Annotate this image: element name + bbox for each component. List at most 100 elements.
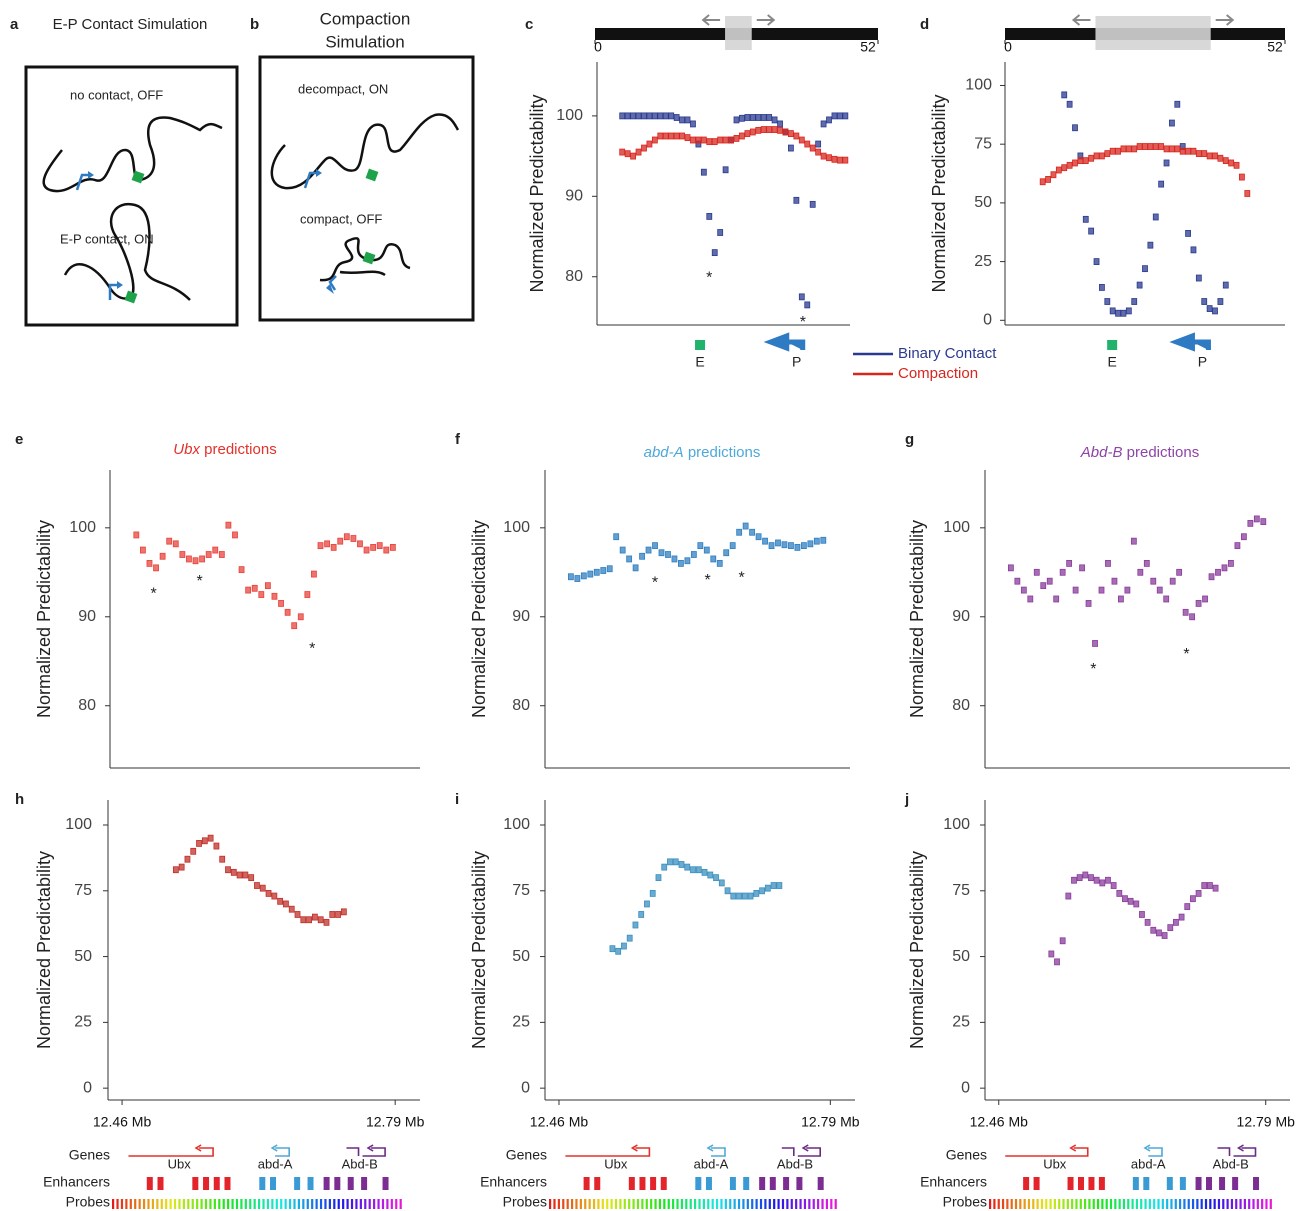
probe-box — [755, 126, 762, 134]
probe-box — [1133, 900, 1140, 908]
promoter-marker — [1169, 332, 1211, 352]
probe-tick — [650, 1199, 653, 1209]
probe-box — [1212, 152, 1218, 160]
probe-tick — [244, 1199, 247, 1209]
probe-box — [1212, 307, 1218, 315]
diagram-caption: E-P contact, ON — [60, 231, 154, 246]
probe-tick — [1032, 1199, 1035, 1209]
panel-letter: e — [15, 431, 23, 448]
enhancer-block — [1219, 1177, 1226, 1190]
y-axis-label: Normalized Predictability — [469, 851, 489, 1049]
probe-box — [294, 911, 301, 918]
probe-box — [192, 557, 199, 565]
probe-box — [744, 130, 751, 137]
probe-box — [626, 934, 633, 942]
probe-box — [1201, 150, 1208, 157]
probe-tick — [266, 1199, 270, 1209]
gene-model — [1217, 1147, 1231, 1156]
probe-box — [632, 921, 639, 929]
probe-box — [1033, 568, 1040, 576]
y-tick-label: 100 — [69, 519, 96, 536]
highlight — [1095, 16, 1211, 50]
probe-box — [278, 600, 284, 607]
probe-box — [619, 112, 626, 120]
gene-model — [797, 1147, 821, 1157]
probe-box — [1185, 230, 1191, 237]
probe-box — [1115, 147, 1121, 155]
probe-box — [1190, 147, 1197, 155]
probe-tick — [112, 1199, 115, 1209]
diagram-b-frame — [258, 55, 475, 322]
probe-box — [804, 140, 811, 148]
probe-tick — [812, 1199, 815, 1209]
probe-box — [776, 882, 783, 889]
probe-box — [1136, 143, 1143, 150]
y-axis-label: Normalized Predictability — [469, 520, 489, 718]
probe-tick — [715, 1199, 719, 1209]
probe-box — [700, 136, 707, 144]
probe-box — [706, 213, 713, 220]
probe-box — [284, 608, 291, 616]
probe-tick — [1084, 1199, 1087, 1209]
probe-tick — [178, 1199, 181, 1209]
probe-box — [1174, 100, 1181, 108]
probe-tick — [632, 1199, 635, 1209]
probe-box — [1142, 265, 1148, 273]
probe-tick — [235, 1199, 239, 1209]
probe-box — [1099, 879, 1106, 887]
probe-box — [662, 132, 669, 140]
probe-box — [323, 918, 330, 926]
probe-box — [1202, 595, 1208, 603]
probe-box — [1169, 145, 1175, 153]
probe-box — [1156, 586, 1163, 594]
chart-title: Abd-B predictions — [1080, 444, 1199, 461]
enhancer-block — [259, 1177, 266, 1190]
probe-tick — [689, 1199, 692, 1209]
probe-box — [1163, 145, 1170, 153]
probe-box — [1222, 281, 1229, 289]
y-tick-label: 0 — [983, 312, 992, 329]
probe-box — [212, 546, 219, 554]
probe-tick — [1071, 1199, 1074, 1209]
probe-box — [635, 112, 642, 120]
probe-box — [794, 543, 801, 551]
probe-box — [1147, 143, 1154, 150]
probe-tick — [711, 1199, 714, 1209]
probe-box — [755, 114, 762, 121]
probe-box — [626, 555, 633, 563]
probe-box — [184, 855, 191, 863]
probe-tick — [288, 1199, 292, 1209]
probe-tick — [381, 1199, 385, 1209]
probe-tick — [1014, 1199, 1018, 1209]
y-tick-label: 50 — [512, 948, 530, 965]
probe-box — [1088, 874, 1094, 882]
probe-box — [684, 863, 691, 871]
probe-box — [1020, 586, 1027, 594]
legend-label: Compaction — [898, 365, 978, 382]
probe-box — [613, 533, 620, 541]
probe-box — [1098, 586, 1105, 594]
enhancer-block — [294, 1177, 301, 1190]
probe-box — [667, 858, 673, 866]
y-tick-label: 25 — [512, 1014, 530, 1031]
probe-box — [690, 120, 696, 128]
probe-box — [153, 564, 159, 572]
probe-tick — [1118, 1199, 1121, 1209]
probe-box — [1120, 309, 1127, 317]
probe-box — [690, 866, 696, 874]
probe-box — [288, 905, 295, 913]
enhancer-block — [796, 1177, 803, 1190]
probe-box — [1109, 147, 1116, 155]
gene-label: Ubx — [1043, 1156, 1067, 1171]
probe-box — [1234, 542, 1241, 550]
probe-box — [271, 892, 278, 900]
probe-tick — [592, 1199, 596, 1209]
probe-tick — [399, 1199, 402, 1209]
probe-tick — [1209, 1199, 1212, 1209]
probe-tick — [350, 1199, 354, 1209]
probe-tick — [1196, 1199, 1199, 1209]
probe-box — [749, 128, 756, 136]
probe-tick — [1045, 1199, 1048, 1209]
probe-box — [172, 540, 179, 548]
probe-box — [146, 560, 153, 567]
